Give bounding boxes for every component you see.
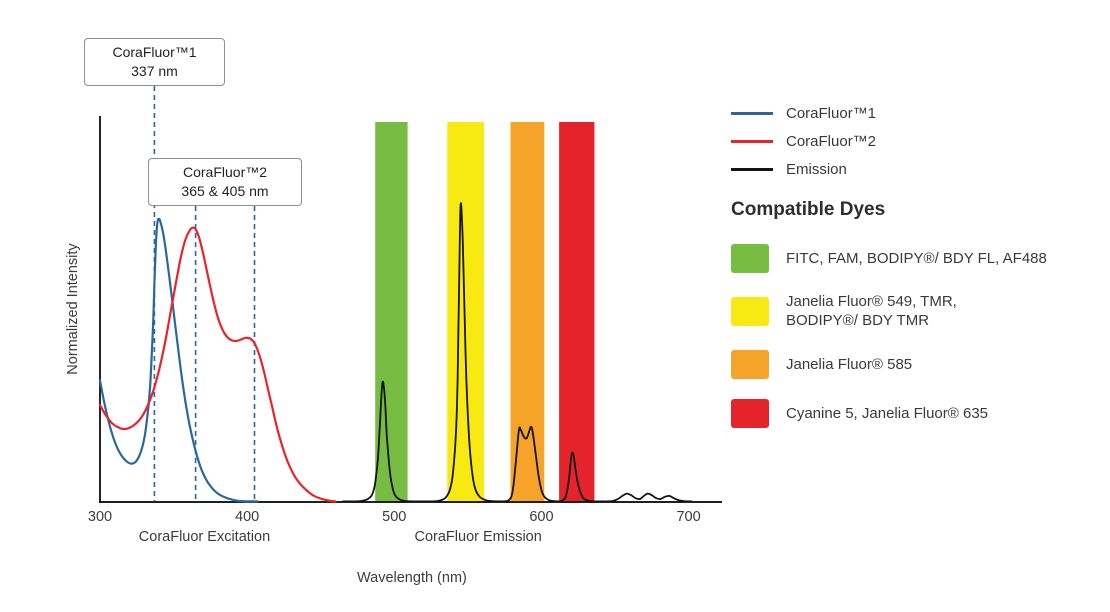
legend-series-item: CoraFluor™2 [731, 131, 1105, 151]
y-axis-label: Normalized Intensity [65, 243, 81, 375]
callout-corafluor2-title: CoraFluor™2 [182, 164, 268, 180]
excitation-curve [98, 217, 259, 503]
emission-curve [341, 202, 693, 503]
compatible-dyes-list: FITC, FAM, BODIPY®/ BDY FL, AF488 Janelia… [731, 243, 1105, 428]
dye-legend-item: Cyanine 5, Janelia Fluor® 635 [731, 398, 1105, 428]
dye-names-label: Janelia Fluor® 549, TMR, BODIPY®/ BDY TMR [786, 292, 957, 330]
legend-panel: CoraFluor™1 CoraFluor™2 Emission Compatibl… [731, 103, 1105, 447]
legend-series-item: Emission [731, 159, 1105, 179]
legend-series-item: CoraFluor™1 [731, 103, 1105, 123]
legend-series-label: CoraFluor™1 [786, 104, 877, 122]
dye-legend-item: Janelia Fluor® 585 [731, 349, 1105, 379]
callout-corafluor2-wavelengths: 365 & 405 nm [181, 183, 269, 199]
legend-line-swatch [731, 167, 773, 171]
legend-series-label: CoraFluor™2 [786, 132, 877, 150]
emission-axis-label: CoraFluor Emission [414, 529, 542, 545]
legend-series-label: Emission [786, 160, 847, 178]
excitation-axis-label: CoraFluor Excitation [138, 529, 271, 545]
legend-line-swatch [731, 139, 773, 143]
dye-color-swatch [731, 349, 769, 379]
dye-names-label: FITC, FAM, BODIPY®/ BDY FL, AF488 [786, 249, 1047, 268]
callout-corafluor2: CoraFluor™2 365 & 405 nm [148, 158, 302, 206]
dye-names-line: FITC, FAM, BODIPY®/ BDY FL, AF488 [786, 249, 1047, 267]
excitation-curve [98, 226, 337, 503]
callout-corafluor1: CoraFluor™1 337 nm [84, 38, 225, 86]
filter-band [447, 122, 485, 501]
series-legend: CoraFluor™1 CoraFluor™2 Emission [731, 103, 1105, 179]
compatible-dyes-heading: Compatible Dyes [731, 199, 886, 220]
dye-legend-item: FITC, FAM, BODIPY®/ BDY FL, AF488 [731, 243, 1105, 273]
dye-names-line: Janelia Fluor® 549, TMR, [786, 293, 957, 310]
dye-legend-item: Janelia Fluor® 549, TMR, BODIPY®/ BDY TMR [731, 292, 1105, 330]
dye-color-swatch [731, 398, 769, 428]
dye-names-line: Cyanine 5, Janelia Fluor® 635 [786, 404, 989, 422]
dye-names-label: Cyanine 5, Janelia Fluor® 635 [786, 404, 988, 423]
dye-color-swatch [731, 243, 769, 273]
dye-color-swatch [731, 296, 769, 326]
legend-line-swatch [731, 111, 773, 115]
dye-names-line: BODIPY®/ BDY TMR [786, 312, 930, 329]
filter-band [375, 122, 408, 501]
callout-corafluor1-title: CoraFluor™1 [112, 44, 197, 60]
callout-corafluor1-wavelength: 337 nm [131, 63, 178, 79]
dye-names-line: Janelia Fluor® 585 [786, 355, 913, 373]
filter-band [510, 122, 545, 501]
dye-names-label: Janelia Fluor® 585 [786, 355, 912, 374]
filter-band [559, 122, 595, 501]
x-axis-label: Wavelength (nm) [357, 570, 467, 586]
